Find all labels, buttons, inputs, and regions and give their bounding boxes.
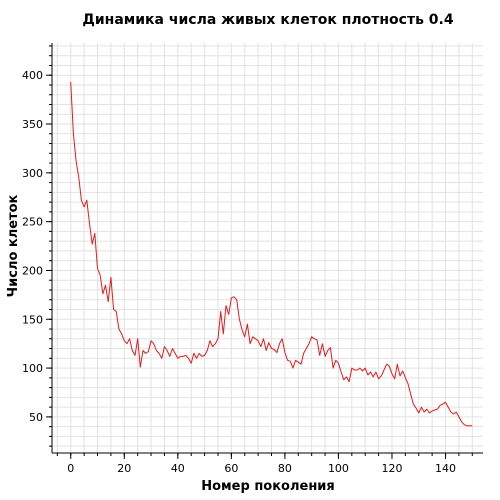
x-ticks: 0 20 40 60 80 100 120 140	[67, 453, 456, 475]
x-tick-label: 80	[278, 462, 292, 475]
x-tick-label: 100	[328, 462, 349, 475]
y-tick-label: 150	[22, 313, 43, 326]
y-tick-label: 350	[22, 118, 43, 131]
y-tick-label: 100	[22, 362, 43, 375]
x-tick-label: 0	[67, 462, 74, 475]
y-tick-label: 50	[29, 411, 43, 424]
x-tick-label: 20	[117, 462, 131, 475]
grid	[49, 43, 483, 456]
y-axis-label: Число клеток	[6, 194, 21, 297]
chart-title: Динамика числа живых клеток плотность 0.…	[82, 12, 453, 28]
y-tick-label: 300	[22, 167, 43, 180]
y-tick-label: 250	[22, 216, 43, 229]
y-tick-label: 400	[22, 69, 43, 82]
series-line	[70, 81, 473, 427]
x-tick-label: 40	[171, 462, 185, 475]
y-ticks: 50 100 150 200 250 300 350 400	[22, 69, 52, 424]
x-tick-label: 60	[224, 462, 238, 475]
x-tick-label: 120	[381, 462, 402, 475]
y-tick-label: 200	[22, 264, 43, 277]
x-axis-label: Номер поколения	[201, 479, 335, 494]
x-tick-label: 140	[435, 462, 456, 475]
